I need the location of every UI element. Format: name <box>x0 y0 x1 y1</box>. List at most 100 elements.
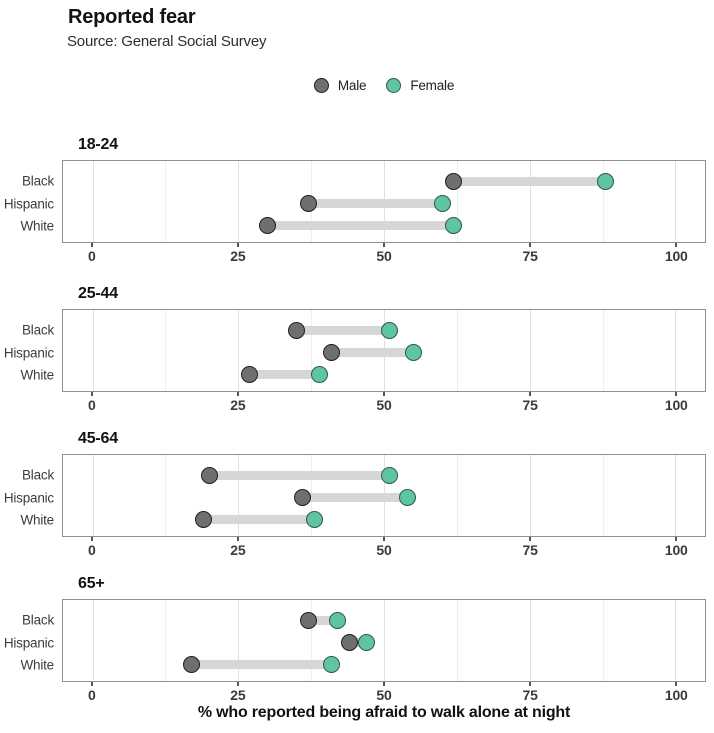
male-dot <box>241 365 259 383</box>
dumbbell-connector <box>267 220 454 230</box>
category-label: Hispanic <box>3 345 54 361</box>
male-dot <box>299 611 317 629</box>
male-dot <box>340 634 358 652</box>
gridline-major <box>675 455 677 536</box>
female-dot <box>596 172 614 190</box>
gridline-major <box>92 310 94 391</box>
axis-tick-label: 75 <box>522 248 538 264</box>
category-labels: Black Hispanic White <box>0 599 62 682</box>
gridline-minor <box>311 310 313 391</box>
female-dot <box>398 489 416 507</box>
axis-tick <box>91 392 93 396</box>
dumbbell-connector <box>203 514 315 524</box>
facet-25-44: 25-44 Black Hispanic White 0 25 50 75 100 <box>0 285 714 413</box>
female-dot <box>358 634 376 652</box>
gridline-major <box>238 600 240 681</box>
axis-tick <box>237 392 239 396</box>
dumbbell-connector <box>308 199 443 209</box>
male-dot <box>293 489 311 507</box>
facet-45-64: 45-64 Black Hispanic White 0 25 50 75 100 <box>0 430 714 558</box>
facet-body: Black Hispanic White 0 25 50 75 100 <box>0 160 714 264</box>
dumbbell-connector <box>209 470 390 480</box>
panel-wrap: 0 25 50 75 100 <box>62 599 706 703</box>
gridline-minor <box>456 161 458 242</box>
axis-tick <box>237 682 239 686</box>
axis-tick-label: 100 <box>664 397 688 413</box>
gridline-major <box>92 455 94 536</box>
male-dot <box>288 321 306 339</box>
facet-body: Black Hispanic White 0 25 50 75 100 <box>0 309 714 413</box>
gridline-major <box>238 455 240 536</box>
gridline-major <box>92 161 94 242</box>
axis-tick <box>675 392 677 396</box>
category-label: Black <box>21 322 54 338</box>
category-label: Black <box>21 173 54 189</box>
female-dot <box>328 611 346 629</box>
facet-body: Black Hispanic White 0 25 50 75 100 <box>0 599 714 703</box>
axis-tick <box>383 537 385 541</box>
legend-item-female: Female <box>386 78 454 93</box>
axis-tick-label: 75 <box>522 397 538 413</box>
axis-tick-label: 0 <box>87 687 96 703</box>
category-label: Black <box>21 467 54 483</box>
x-axis-label: % who reported being afraid to walk alon… <box>197 704 571 721</box>
category-label: Hispanic <box>3 196 54 212</box>
category-label: White <box>20 367 54 383</box>
gridline-minor <box>602 161 604 242</box>
gridline-major <box>529 310 531 391</box>
female-dot <box>311 365 329 383</box>
axis-tick <box>237 243 239 247</box>
axis-tick <box>91 682 93 686</box>
axis-tick-label: 100 <box>664 248 688 264</box>
axis-tick-label: 100 <box>664 542 688 558</box>
gridline-minor <box>456 455 458 536</box>
male-dot <box>323 344 341 362</box>
female-dot <box>445 216 463 234</box>
axis-tick <box>675 537 677 541</box>
axis-tick <box>675 243 677 247</box>
chart-subtitle: Source: General Social Survey <box>67 33 267 50</box>
gridline-minor <box>165 161 167 242</box>
gridline-major <box>529 455 531 536</box>
female-dot <box>305 510 323 528</box>
category-label: White <box>20 657 54 673</box>
male-dot <box>299 195 317 213</box>
axis-tick-label: 25 <box>230 687 246 703</box>
dumbbell-connector <box>331 348 414 358</box>
legend: Male Female <box>62 78 706 93</box>
facet-title: 18-24 <box>78 136 118 153</box>
female-dot <box>381 321 399 339</box>
axis-tick <box>383 682 385 686</box>
category-labels: Black Hispanic White <box>0 160 62 243</box>
male-dot <box>183 655 201 673</box>
gridline-minor <box>602 455 604 536</box>
gridline-major <box>384 600 385 681</box>
gridline-minor <box>165 310 167 391</box>
axis-tick-label: 50 <box>376 542 392 558</box>
female-dot <box>433 195 451 213</box>
axis-tick-label: 25 <box>230 397 246 413</box>
category-labels: Black Hispanic White <box>0 454 62 537</box>
axis-tick-label: 100 <box>664 687 688 703</box>
category-label: White <box>20 512 54 528</box>
category-label: White <box>20 218 54 234</box>
gridline-major <box>675 600 677 681</box>
gridline-major <box>529 161 531 242</box>
gridline-major <box>92 600 94 681</box>
category-label: Hispanic <box>3 490 54 506</box>
facet-title: 45-64 <box>78 430 118 447</box>
female-dot <box>381 466 399 484</box>
axis-tick <box>675 682 677 686</box>
axis-tick-label: 25 <box>230 248 246 264</box>
axis-tick-label: 75 <box>522 542 538 558</box>
axis-tick <box>529 537 531 541</box>
category-label: Black <box>21 612 54 628</box>
dumbbell-connector <box>249 369 320 379</box>
axis-tick <box>91 537 93 541</box>
gridline-minor <box>456 310 458 391</box>
dumbbell-connector <box>453 176 606 186</box>
facet-title: 25-44 <box>78 285 118 302</box>
category-label: Hispanic <box>3 635 54 651</box>
facet-18-24: 18-24 Black Hispanic White 0 25 50 75 100 <box>0 136 714 264</box>
